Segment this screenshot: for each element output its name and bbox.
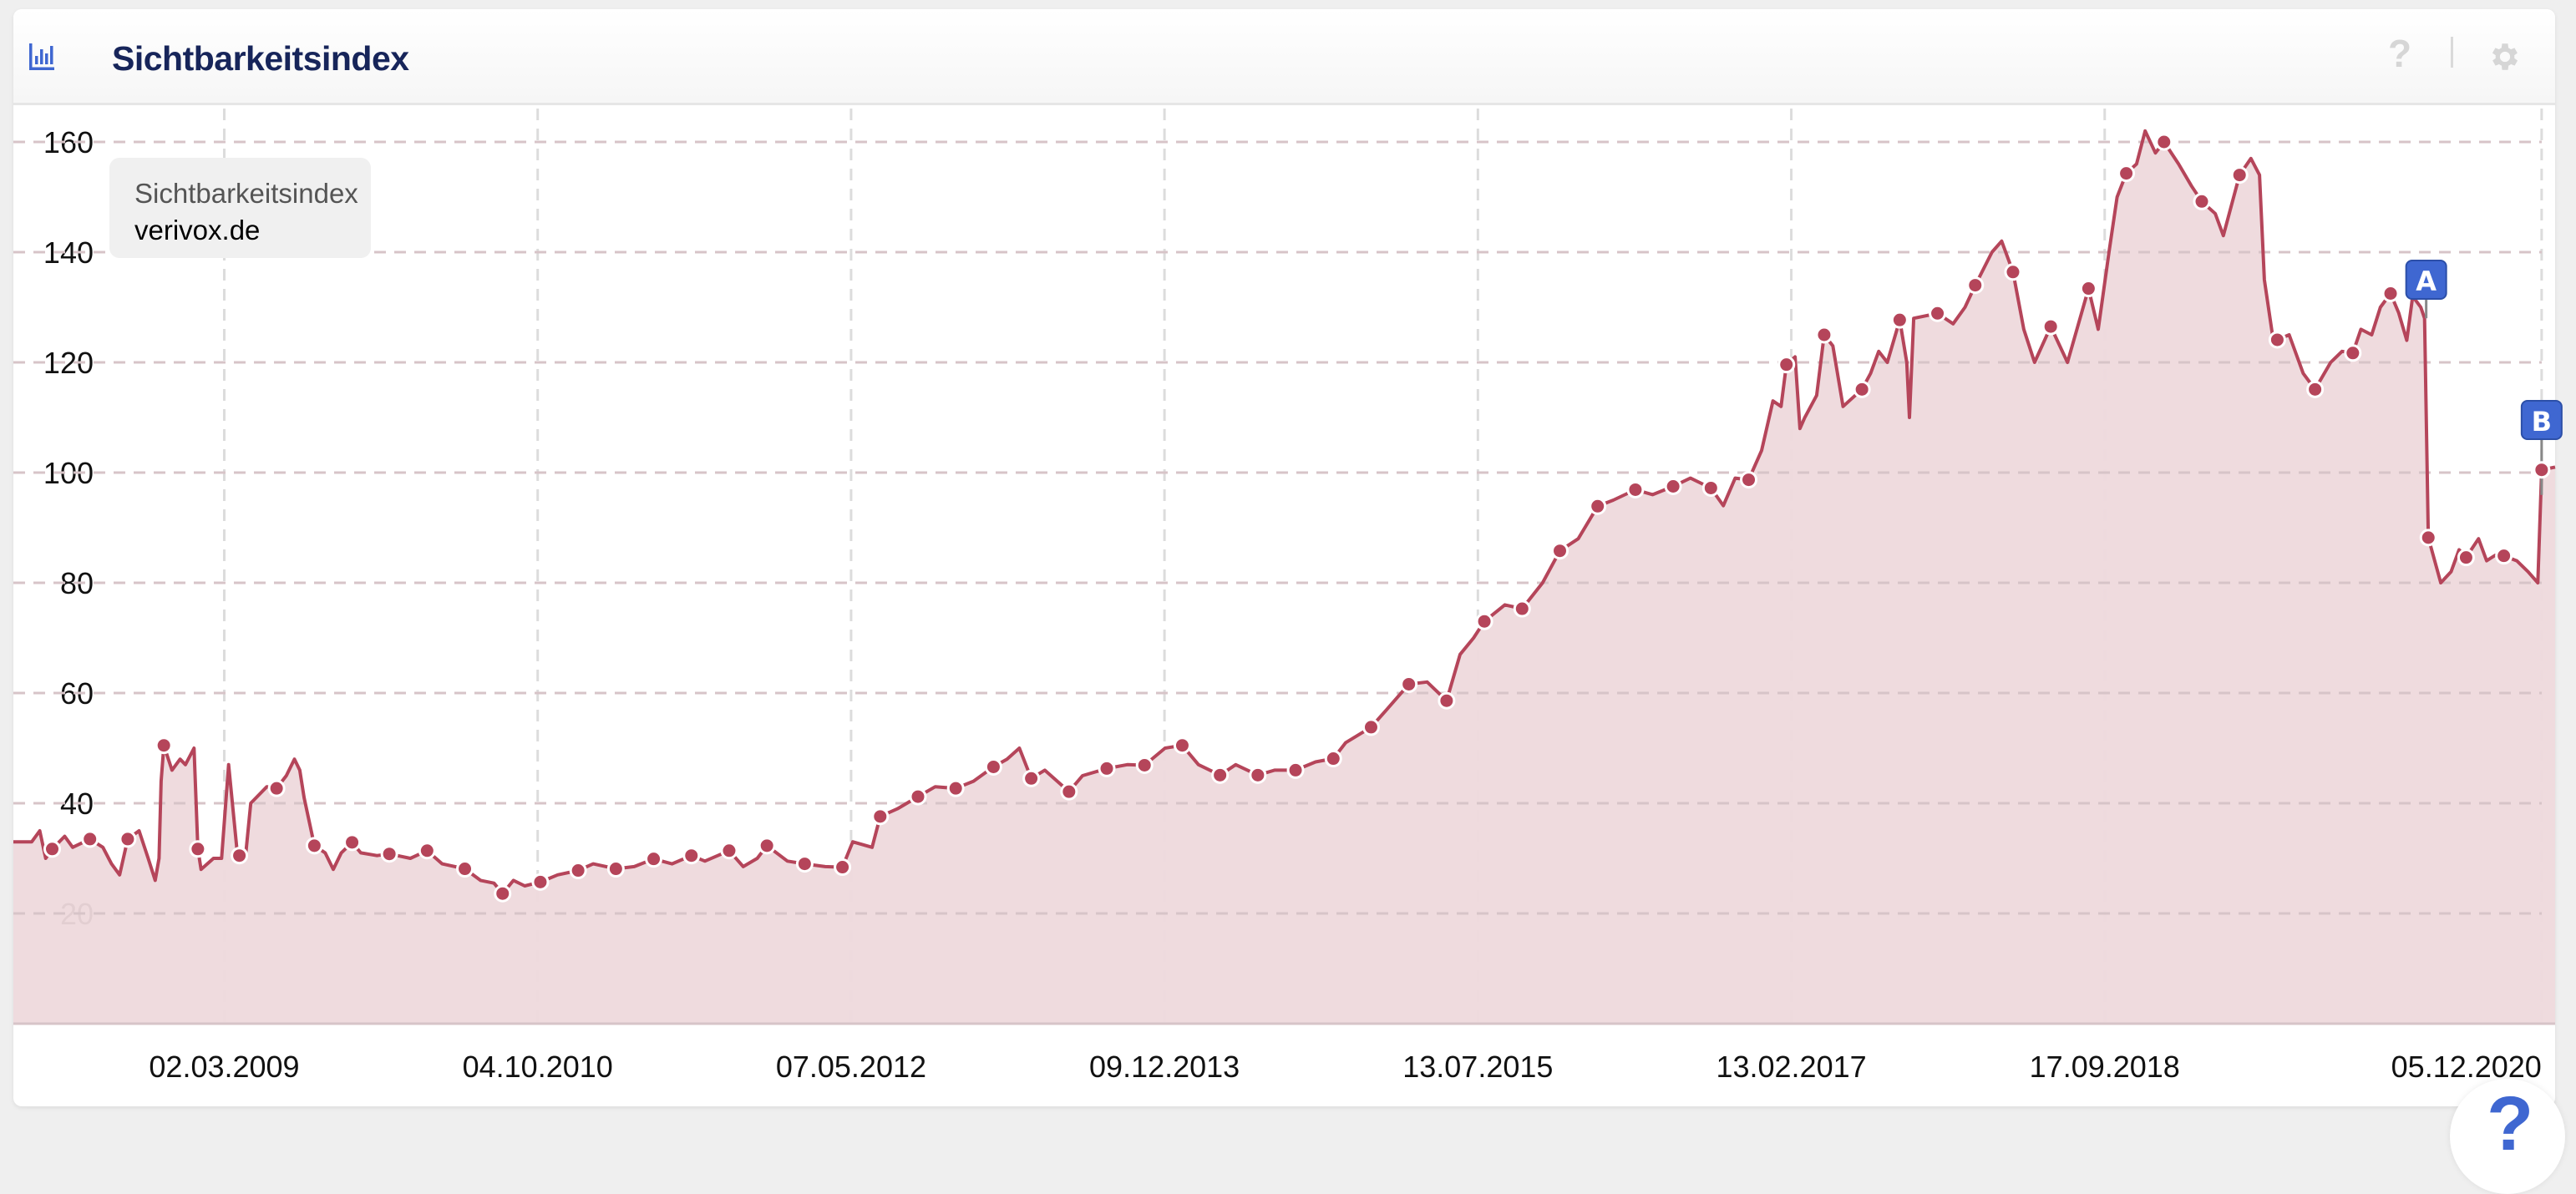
data-point	[1701, 478, 1720, 497]
legend-domain: verivox.de	[134, 215, 261, 245]
x-tick-label: 02.03.2009	[149, 1050, 299, 1084]
data-point	[682, 847, 701, 865]
data-point	[795, 855, 814, 873]
data-point	[81, 830, 99, 848]
data-point	[1966, 276, 1985, 295]
data-point	[1060, 782, 1078, 801]
data-point	[456, 860, 474, 878]
card-header: Sichtbarkeitsindex ?	[13, 9, 2555, 105]
data-point	[758, 837, 776, 855]
data-point	[2419, 529, 2437, 547]
data-point	[2041, 317, 2060, 336]
data-point	[2457, 549, 2475, 567]
data-point	[569, 862, 587, 880]
data-point	[2079, 280, 2097, 298]
data-point	[1777, 356, 1796, 374]
data-point	[267, 779, 286, 797]
help-floating-button[interactable]: ?	[2450, 1079, 2565, 1194]
data-point	[2117, 164, 2136, 183]
x-tick-label: 13.07.2015	[1402, 1050, 1553, 1084]
data-point	[494, 884, 512, 903]
data-point	[1740, 471, 1758, 489]
data-point	[1513, 600, 1531, 618]
card-title: Sichtbarkeitsindex	[112, 39, 409, 78]
data-point	[1438, 691, 1456, 710]
y-tick-label: 100	[43, 456, 94, 490]
header-divider	[2451, 37, 2453, 68]
data-point	[720, 842, 738, 860]
data-point	[946, 779, 965, 797]
data-point	[1475, 612, 1493, 630]
data-point	[2533, 461, 2551, 479]
data-point	[1626, 480, 1645, 498]
data-point	[2495, 547, 2513, 565]
data-point	[834, 858, 852, 877]
bar-chart-icon	[29, 43, 54, 70]
help-icon[interactable]: ?	[2388, 32, 2412, 75]
data-point	[1022, 769, 1041, 787]
data-point	[343, 833, 362, 852]
data-point	[1249, 766, 1267, 784]
data-point	[606, 860, 625, 878]
data-point	[1286, 761, 1305, 779]
data-point	[1400, 675, 1418, 693]
question-icon: ?	[2487, 1081, 2534, 1166]
data-point	[418, 842, 436, 860]
data-point	[1098, 759, 1116, 777]
x-tick-label: 13.02.2017	[1716, 1050, 1866, 1084]
data-point	[1324, 750, 1342, 768]
data-point	[2268, 331, 2286, 349]
data-point	[189, 840, 207, 858]
data-point	[231, 847, 249, 865]
data-point	[2004, 263, 2022, 281]
data-point	[43, 840, 61, 858]
data-point	[909, 787, 927, 806]
data-point	[1853, 380, 1871, 398]
data-point	[531, 873, 550, 891]
x-tick-label: 04.10.2010	[463, 1050, 613, 1084]
x-tick-label: 07.05.2012	[776, 1050, 926, 1084]
data-point	[1173, 736, 1191, 755]
data-point	[871, 807, 890, 826]
visibility-chart: 2040608010012014016002.03.200904.10.2010…	[13, 109, 2563, 1084]
data-point	[2193, 192, 2211, 210]
legend-title: Sichtbarkeitsindex	[134, 178, 358, 209]
data-point	[119, 830, 137, 848]
data-point	[645, 850, 663, 868]
data-point	[2230, 166, 2249, 185]
data-point	[1815, 326, 1833, 344]
data-point	[155, 736, 173, 755]
data-point	[2155, 133, 2173, 151]
event-flag-label: B	[2532, 406, 2552, 438]
data-point	[380, 845, 398, 863]
x-tick-label: 17.09.2018	[2030, 1050, 2180, 1084]
data-point	[984, 757, 1002, 776]
data-point	[1929, 304, 1947, 322]
data-point	[1890, 311, 1909, 329]
event-flag-A	[2405, 260, 2447, 300]
event-flag-label: A	[2416, 266, 2437, 297]
data-point	[1362, 718, 1380, 736]
data-point	[1551, 542, 1569, 560]
event-flag-B	[2520, 400, 2563, 440]
data-point	[1589, 497, 1607, 515]
data-point	[1211, 766, 1230, 784]
data-point	[2344, 344, 2362, 362]
y-tick-label: 160	[43, 125, 94, 159]
y-tick-label: 120	[43, 346, 94, 380]
area-fill	[13, 130, 2555, 1024]
data-point	[1664, 478, 1682, 495]
data-point	[2306, 380, 2325, 398]
data-point	[305, 837, 323, 855]
y-tick-label: 140	[43, 235, 94, 270]
x-tick-label: 05.12.2020	[2391, 1050, 2542, 1084]
chart-legend: Sichtbarkeitsindex verivox.de	[109, 158, 371, 258]
data-point	[1135, 756, 1154, 774]
gear-icon[interactable]	[2487, 39, 2523, 74]
x-tick-label: 09.12.2013	[1089, 1050, 1240, 1084]
data-point	[2381, 285, 2400, 302]
